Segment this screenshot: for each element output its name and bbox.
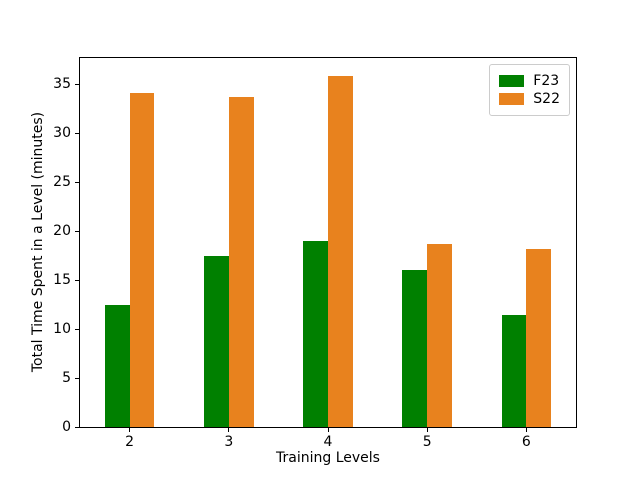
bar-f23-level-2 bbox=[104, 304, 130, 427]
y-tick-label: 35 bbox=[53, 76, 71, 93]
legend-row-f23: F23 bbox=[499, 74, 560, 88]
y-tick-mark bbox=[75, 181, 79, 183]
x-tick-mark bbox=[426, 428, 428, 432]
y-tick-mark bbox=[75, 132, 79, 134]
legend-label-f23: F23 bbox=[533, 73, 560, 89]
y-tick-mark bbox=[75, 83, 79, 85]
y-axis-label: Total Time Spent in a Level (minutes) bbox=[30, 111, 46, 373]
bar-f23-level-3 bbox=[204, 255, 229, 427]
legend: F23 S22 bbox=[489, 64, 570, 116]
x-tick-label: 3 bbox=[224, 434, 234, 450]
x-tick-mark bbox=[525, 428, 527, 432]
y-tick-label: 25 bbox=[53, 174, 71, 191]
x-tick-mark bbox=[228, 428, 230, 432]
y-tick-label: 30 bbox=[53, 125, 71, 142]
legend-swatch-f23 bbox=[499, 75, 525, 87]
bar-f23-level-4 bbox=[303, 241, 328, 427]
x-axis-label: Training Levels bbox=[276, 450, 380, 466]
y-tick-mark bbox=[75, 426, 79, 428]
bar-s22-level-6 bbox=[526, 248, 552, 427]
y-tick-mark bbox=[75, 377, 79, 379]
bar-f23-level-6 bbox=[501, 315, 527, 427]
legend-swatch-s22 bbox=[499, 93, 525, 105]
y-tick-mark bbox=[75, 279, 79, 281]
y-tick-label: 5 bbox=[62, 370, 71, 387]
bar-s22-level-5 bbox=[427, 244, 452, 427]
x-tick-label: 2 bbox=[125, 434, 135, 450]
plot-area: F23 S22 bbox=[79, 57, 577, 428]
y-tick-label: 20 bbox=[53, 223, 71, 240]
y-tick-label: 0 bbox=[62, 419, 71, 435]
bar-s22-level-4 bbox=[328, 75, 353, 427]
legend-row-s22: S22 bbox=[499, 92, 560, 106]
bar-s22-level-3 bbox=[228, 97, 254, 427]
y-tick-label: 15 bbox=[53, 272, 71, 289]
x-tick-label: 6 bbox=[521, 434, 531, 450]
x-tick-mark bbox=[129, 428, 131, 432]
y-tick-label: 10 bbox=[53, 321, 71, 338]
bar-s22-level-2 bbox=[129, 93, 155, 427]
x-tick-label: 5 bbox=[422, 434, 432, 450]
y-tick-mark bbox=[75, 328, 79, 330]
bar-f23-level-5 bbox=[402, 270, 428, 427]
y-tick-mark bbox=[75, 230, 79, 232]
x-tick-mark bbox=[327, 428, 329, 432]
x-tick-label: 4 bbox=[323, 434, 333, 450]
legend-label-s22: S22 bbox=[533, 91, 560, 107]
